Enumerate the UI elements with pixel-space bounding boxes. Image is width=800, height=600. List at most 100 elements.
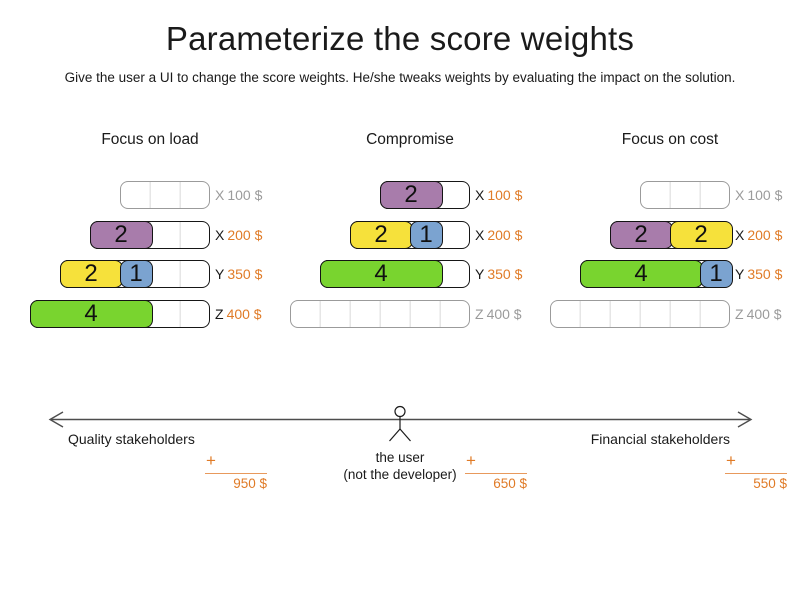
weight-box: 2 1: [59, 259, 210, 288]
weight-segment-yellow: 2: [669, 220, 733, 249]
row-label: Y 350 $: [475, 260, 522, 288]
resource-letter: X: [735, 187, 745, 203]
row-label: Z 400 $: [735, 300, 782, 328]
weight-segment-green: 4: [579, 259, 703, 288]
resource-letter: Y: [215, 266, 225, 282]
resource-cost: 400 $: [226, 306, 262, 322]
total-cost: 650 $: [493, 476, 527, 491]
row-z400: Z 400 $: [520, 300, 800, 328]
resource-cost: 350 $: [227, 266, 263, 282]
weight-box: 2 2: [609, 220, 733, 249]
segment-value: 1: [129, 259, 143, 287]
segment-value: 4: [374, 259, 388, 287]
row-x100: X 100 $: [520, 181, 800, 209]
weight-box: [120, 181, 210, 209]
arrowhead-left-icon: [48, 411, 64, 428]
resource-cost: 350 $: [747, 266, 783, 282]
weight-segment-blue: 1: [409, 220, 443, 249]
row-label: X 200 $: [735, 221, 782, 249]
panel-focus-on-load: Focus on load X 100 $ 2 X 200 $ 2 1 Y 350 $: [0, 120, 280, 491]
total-cost: 550 $: [753, 476, 787, 491]
arrowhead-right-icon: [737, 411, 753, 428]
resource-cost: 100 $: [747, 187, 783, 203]
resource-letter: Y: [735, 266, 745, 282]
resource-letter: X: [735, 227, 745, 243]
segment-value: 4: [634, 259, 648, 287]
total-cost: 950 $: [233, 476, 267, 491]
cost-sum: + 950 $: [205, 452, 267, 493]
row-y350: 4 Y 350 $: [260, 259, 540, 288]
plus-sign: +: [726, 451, 736, 470]
stakeholder-axis-arrow: [48, 405, 753, 442]
page-subtitle: Give the user a UI to change the score w…: [64, 70, 736, 85]
panel-focus-on-cost: Focus on cost X 100 $ 2 2 X 200 $ 4 1 Y 350…: [520, 120, 800, 491]
row-label: Z 400 $: [215, 300, 262, 328]
panel-heading: Focus on load: [101, 131, 199, 148]
resource-cost: 100 $: [227, 187, 263, 203]
resource-letter: Y: [475, 266, 485, 282]
row-label: X 200 $: [215, 221, 262, 249]
axis-label-financial: Financial stakeholders: [590, 431, 730, 447]
weight-box: [290, 300, 470, 328]
resource-cost: 200 $: [227, 227, 263, 243]
weight-segment-yellow: 2: [59, 259, 123, 288]
resource-cost: 200 $: [747, 227, 783, 243]
panel-heading: Compromise: [366, 131, 454, 148]
resource-cost: 200 $: [487, 227, 523, 243]
segment-value: 2: [634, 220, 648, 248]
row-x200: 2 1 X 200 $: [260, 220, 540, 249]
row-x100: 2 X 100 $: [260, 180, 540, 209]
weight-segment-green: 4: [29, 299, 153, 328]
row-label: X 100 $: [735, 181, 782, 209]
row-x100: X 100 $: [0, 181, 280, 209]
row-y350: 2 1 Y 350 $: [0, 259, 280, 288]
weight-box: 4 1: [579, 259, 733, 288]
weight-segment-blue: 1: [119, 259, 153, 288]
axis-label-quality: Quality stakeholders: [68, 431, 195, 447]
sum-underline: [465, 473, 527, 474]
weight-segment-purple: 2: [379, 180, 443, 209]
cost-sum: + 650 $: [465, 451, 527, 493]
cost-sum: + 550 $: [725, 451, 787, 493]
page-title: Parameterize the score weights: [165, 20, 635, 57]
row-y350: 4 1 Y 350 $: [520, 259, 800, 288]
resource-cost: 100 $: [487, 187, 523, 203]
row-x200: 2 2 X 200 $: [520, 220, 800, 249]
row-z400: 4 Z 400 $: [0, 299, 280, 328]
weight-segment-yellow: 2: [349, 220, 413, 249]
segment-value: 2: [404, 180, 418, 208]
row-z400: Z 400 $: [260, 300, 540, 328]
row-label: Y 350 $: [735, 260, 782, 288]
weight-segment-blue: 1: [699, 259, 733, 288]
weight-box: [640, 181, 730, 209]
row-label: X 200 $: [475, 221, 522, 249]
segment-value: 4: [84, 299, 98, 327]
resource-letter: Z: [215, 306, 224, 322]
user-caption-line1: the user: [375, 450, 425, 465]
panel-heading: Focus on cost: [621, 131, 719, 148]
user-stick-figure-icon: [389, 405, 411, 442]
panel-compromise: Compromise 2 X 100 $ 2 1 X 200 $ 4 Y 350 $: [260, 120, 540, 491]
resource-cost: 400 $: [486, 306, 522, 322]
resource-letter: Z: [735, 306, 744, 322]
weight-segment-purple: 2: [89, 220, 153, 249]
row-label: Y 350 $: [215, 260, 262, 288]
resource-letter: X: [215, 187, 225, 203]
row-label: X 100 $: [475, 181, 522, 209]
resource-letter: X: [475, 227, 485, 243]
resource-cost: 400 $: [746, 306, 782, 322]
weight-segment-purple: 2: [609, 220, 673, 249]
row-label: X 100 $: [215, 181, 262, 209]
plus-sign: +: [466, 451, 476, 470]
segment-value: 1: [709, 259, 723, 287]
resource-cost: 350 $: [487, 266, 523, 282]
weight-box: 2 1: [349, 220, 470, 249]
segment-value: 1: [419, 220, 433, 248]
sum-underline: [725, 473, 787, 474]
segment-value: 2: [84, 259, 98, 287]
resource-letter: X: [475, 187, 485, 203]
weight-box: 4: [319, 259, 470, 288]
weight-box: 2: [379, 180, 470, 209]
weight-box: [550, 300, 730, 328]
